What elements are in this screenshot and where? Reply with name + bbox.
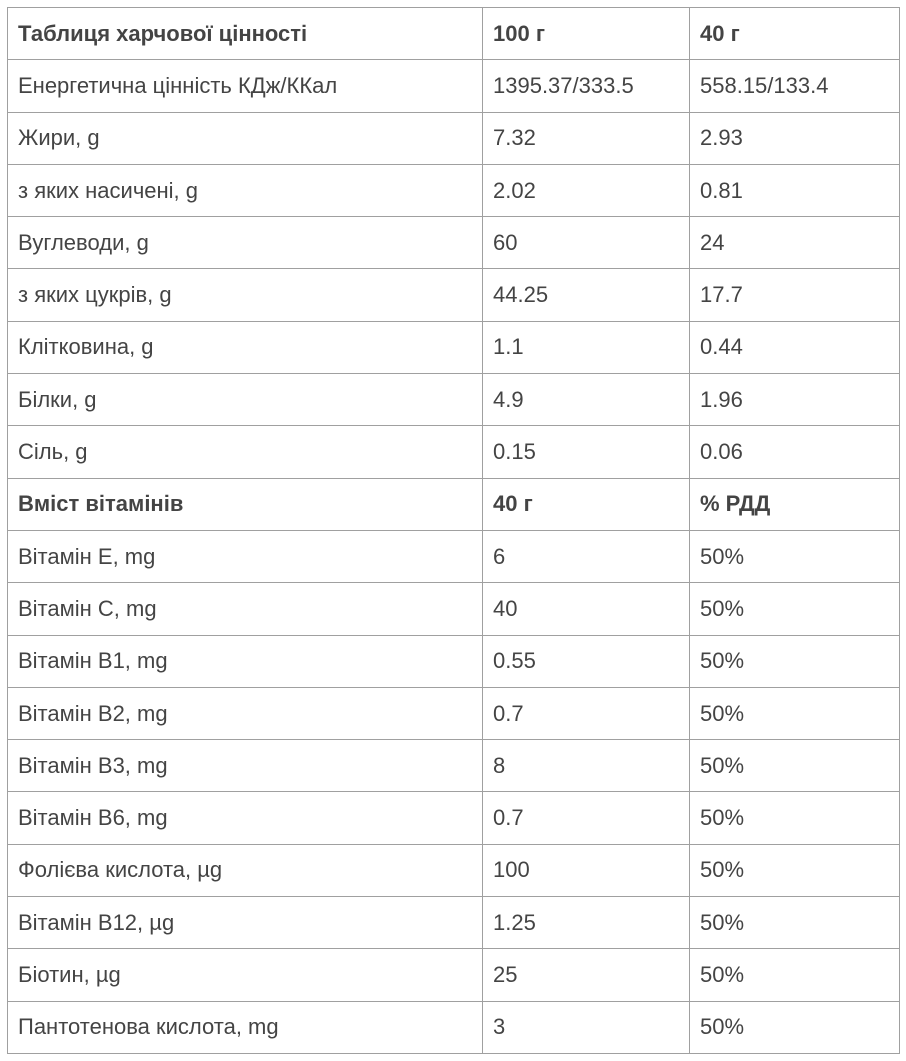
table-cell: Сіль, g (7, 425, 483, 479)
table-cell: 44.25 (482, 268, 690, 322)
table-cell: 50% (689, 529, 900, 584)
table-cell: Фолієва кислота, µg (7, 843, 483, 898)
table-row: Жири, g 7.32 2.93 (7, 111, 900, 165)
table-cell: Енергетична цінність КДж/ККал (7, 59, 483, 113)
table-row: Вітамін E, mg 6 50% (7, 529, 900, 584)
table-cell: 50% (689, 582, 900, 636)
section-header-row: Таблиця харчової цінності 100 г 40 г (7, 6, 900, 61)
header-cell: 40 г (689, 6, 900, 61)
table-row: Фолієва кислота, µg 100 50% (7, 843, 900, 898)
table-row: Вітамін B1, mg 0.55 50% (7, 634, 900, 688)
table-cell: 7.32 (482, 111, 690, 165)
table-cell: 50% (689, 948, 900, 1002)
table-cell: Вітамін E, mg (7, 529, 483, 584)
table-row: з яких насичені, g 2.02 0.81 (7, 163, 900, 218)
table-cell: 50% (689, 739, 900, 793)
table-cell: 8 (482, 739, 690, 793)
table-cell: 50% (689, 791, 900, 845)
table-cell: 3 (482, 1000, 690, 1054)
table-cell: 25 (482, 948, 690, 1002)
table-row: Вітамін B3, mg 8 50% (7, 739, 900, 793)
table-row: Білки, g 4.9 1.96 (7, 373, 900, 427)
table-cell: 2.02 (482, 163, 690, 218)
table-cell: 0.55 (482, 634, 690, 688)
nutrition-table: Таблиця харчової цінності 100 г 40 г Енерге… (7, 6, 900, 1054)
table-cell: Жири, g (7, 111, 483, 165)
table-cell: 1395.37/333.5 (482, 59, 690, 113)
table-cell: 0.81 (689, 163, 900, 218)
table-cell: Вітамін C, mg (7, 582, 483, 636)
table-cell: Пантотенова кислота, mg (7, 1000, 483, 1054)
table-cell: 100 (482, 843, 690, 898)
table-cell: 1.1 (482, 320, 690, 375)
table-cell: Біотин, µg (7, 948, 483, 1002)
table-row: Вітамін B6, mg 0.7 50% (7, 791, 900, 845)
table-cell: 0.06 (689, 425, 900, 479)
table-cell: 2.93 (689, 111, 900, 165)
table-cell: Білки, g (7, 373, 483, 427)
table-cell: 0.44 (689, 320, 900, 375)
table-cell: Вітамін B12, µg (7, 896, 483, 950)
table-cell: 0.15 (482, 425, 690, 479)
table-cell: 0.7 (482, 686, 690, 741)
section-header-row: Вміст вітамінів 40 г% РДД (7, 477, 900, 531)
table-row: Енергетична цінність КДж/ККал 1395.37/333… (7, 59, 900, 113)
header-cell: 100 г (482, 6, 690, 61)
header-cell: Таблиця харчової цінності (7, 6, 483, 61)
table-cell: 1.25 (482, 896, 690, 950)
table-cell: Вітамін B2, mg (7, 686, 483, 741)
table-cell: 1.96 (689, 373, 900, 427)
table-row: Пантотенова кислота, mg 3 50% (7, 1000, 900, 1054)
table-cell: 0.7 (482, 791, 690, 845)
table-row: Вуглеводи, g 60 24 (7, 216, 900, 270)
table-cell: Вітамін B3, mg (7, 739, 483, 793)
table-row: Вітамін C, mg 40 50% (7, 582, 900, 636)
table-cell: 24 (689, 216, 900, 270)
table-cell: 50% (689, 843, 900, 898)
table-row: Вітамін B2, mg 0.7 50% (7, 686, 900, 741)
table-cell: з яких цукрів, g (7, 268, 483, 322)
table-cell: 40 (482, 582, 690, 636)
table-cell: 50% (689, 686, 900, 741)
table-row: Сіль, g 0.15 0.06 (7, 425, 900, 479)
table-cell: 4.9 (482, 373, 690, 427)
table-cell: з яких насичені, g (7, 163, 483, 218)
table-cell: 17.7 (689, 268, 900, 322)
table-cell: Клітковина, g (7, 320, 483, 375)
table-cell: 50% (689, 1000, 900, 1054)
header-cell: 40 г (482, 477, 690, 531)
header-cell: % РДД (689, 477, 900, 531)
table-cell: Вітамін B6, mg (7, 791, 483, 845)
table-cell: Вітамін B1, mg (7, 634, 483, 688)
table-row: з яких цукрів, g 44.25 17.7 (7, 268, 900, 322)
table-cell: Вуглеводи, g (7, 216, 483, 270)
table-row: Клітковина, g 1.1 0.44 (7, 320, 900, 375)
table-row: Біотин, µg 25 50% (7, 948, 900, 1002)
table-cell: 50% (689, 634, 900, 688)
table-cell: 6 (482, 529, 690, 584)
table-cell: 60 (482, 216, 690, 270)
table-row: Вітамін B12, µg 1.25 50% (7, 896, 900, 950)
header-cell: Вміст вітамінів (7, 477, 483, 531)
table-body: Таблиця харчової цінності 100 г 40 г Енерге… (7, 6, 900, 1054)
table-cell: 50% (689, 896, 900, 950)
table-cell: 558.15/133.4 (689, 59, 900, 113)
